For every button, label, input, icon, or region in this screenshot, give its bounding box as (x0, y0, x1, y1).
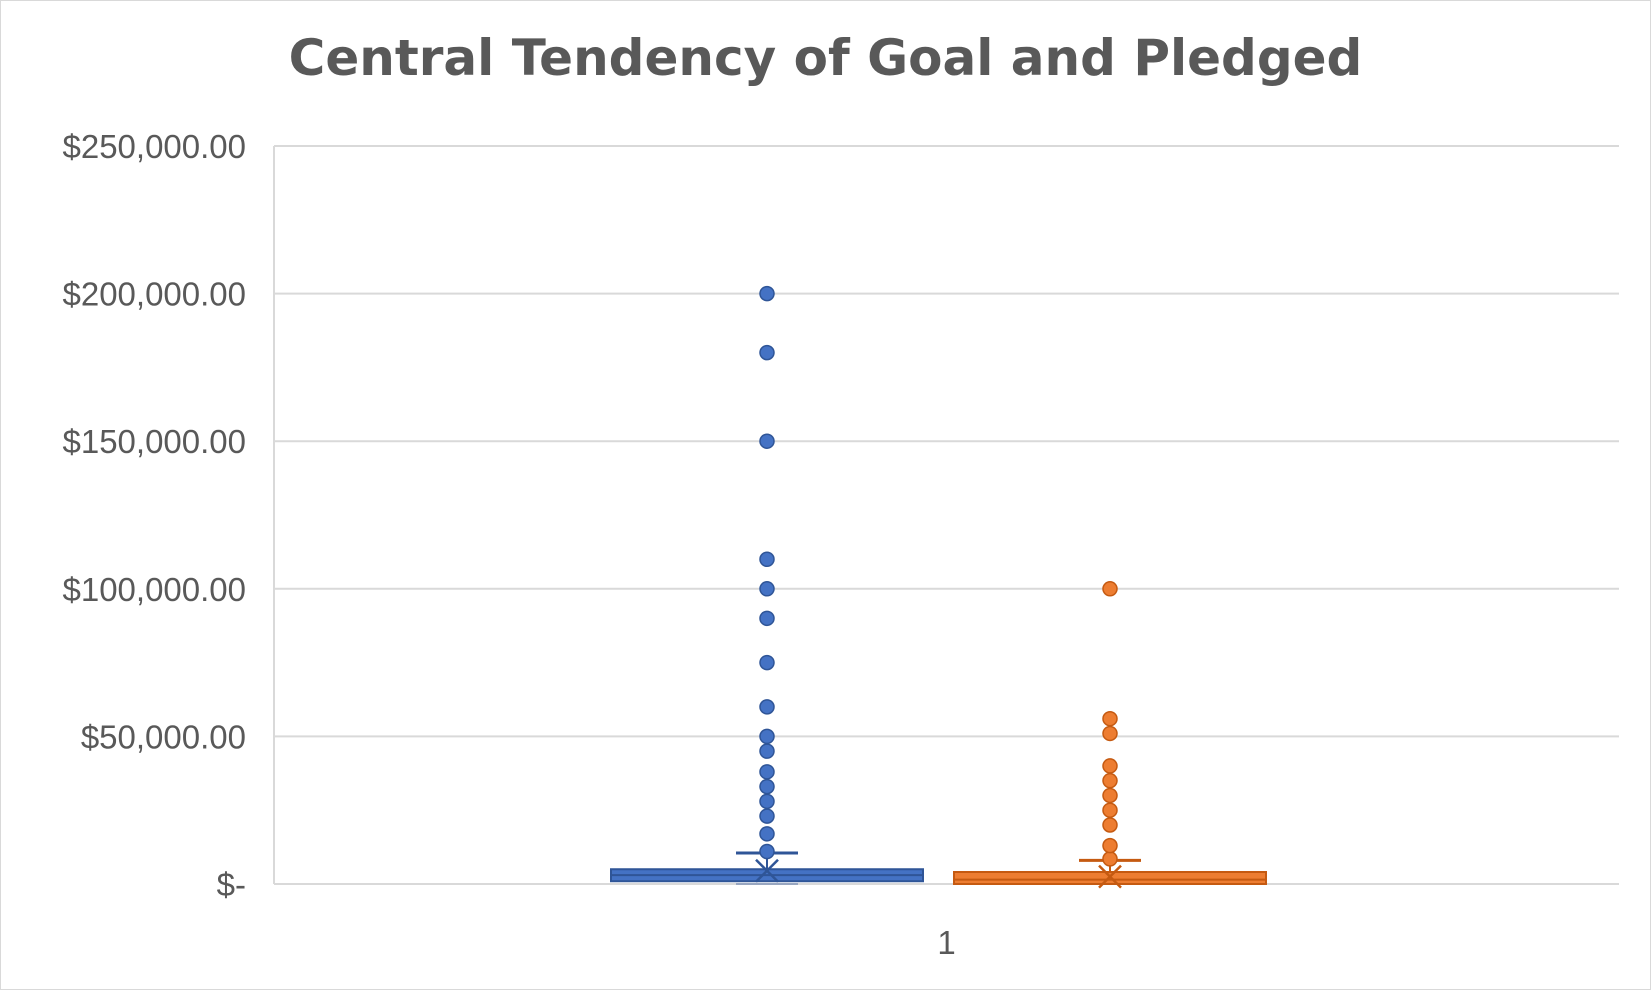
y-tick-label: $250,000.00 (62, 128, 246, 165)
outlier-point (759, 610, 775, 627)
box-series (610, 285, 1267, 889)
outlier-point (759, 285, 775, 302)
outlier-point (759, 344, 775, 361)
x-category-label: 1 (937, 924, 955, 961)
outlier-point (1102, 787, 1118, 804)
mean-marker (755, 858, 779, 883)
outlier-point (1102, 802, 1118, 818)
outlier-point (759, 778, 775, 795)
y-tick-label: $150,000.00 (62, 423, 246, 460)
x-axis-category-labels: 1 (937, 924, 955, 961)
outlier-point (1102, 710, 1118, 727)
y-tick-label: $200,000.00 (62, 276, 246, 313)
outlier-point (759, 433, 775, 449)
box-series-1 (610, 285, 924, 885)
outlier-point (759, 843, 775, 860)
y-tick-label: $100,000.00 (62, 571, 246, 608)
outlier-point (1102, 758, 1118, 774)
chart-title: Central Tendency of Goal and Pledged (288, 29, 1363, 87)
outlier-point (1102, 837, 1118, 854)
y-tick-label: $- (217, 866, 246, 903)
y-axis-tick-labels: $- $50,000.00 $100,000.00 $150,000.00 $200,0… (62, 128, 246, 903)
mean-marker (1098, 864, 1122, 889)
outlier-point (1102, 725, 1118, 742)
box-series-2 (953, 581, 1267, 889)
outlier-point (759, 764, 775, 780)
outlier-point (759, 826, 775, 842)
outlier-point (1102, 817, 1118, 833)
outlier-point (759, 728, 775, 745)
gridlines (273, 145, 1619, 885)
y-tick-label: $50,000.00 (81, 718, 246, 755)
outlier-point (1102, 851, 1118, 867)
outlier-point (759, 808, 775, 824)
outlier-point (759, 551, 775, 568)
outlier-point (759, 581, 775, 597)
outlier-point (759, 699, 775, 715)
outlier-point (1102, 581, 1118, 597)
outlier-point (759, 654, 775, 671)
outlier-point (759, 793, 775, 810)
outlier-point (759, 743, 775, 759)
outlier-point (1102, 772, 1118, 789)
